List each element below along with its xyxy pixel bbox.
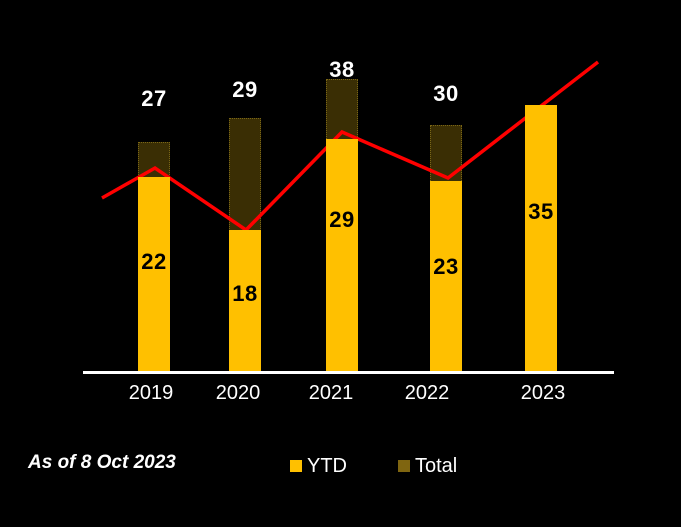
bar-ytd-2019	[138, 177, 170, 371]
bar-ytd-2020	[229, 230, 261, 371]
value-label-ytd-2021: 29	[329, 207, 355, 232]
x-axis-label-2019: 2019	[128, 382, 174, 404]
value-label-ytd-2022: 23	[433, 254, 459, 279]
value-label-ytd-2019: 22	[141, 249, 167, 274]
value-label-total-2019: 27	[141, 86, 167, 111]
footnote: As of 8 Oct 2023	[28, 452, 176, 473]
legend-swatch-total	[398, 460, 410, 472]
bar-ytd-2021	[326, 139, 358, 371]
value-label-total-2022: 30	[433, 81, 459, 106]
legend-item-total: Total	[398, 456, 457, 476]
legend-label-total: Total	[415, 455, 458, 477]
x-axis-label-2021: 2021	[308, 382, 354, 404]
x-axis-label-2022: 2022	[404, 382, 450, 404]
value-label-ytd-2020: 18	[232, 281, 258, 306]
value-label-total-2021: 38	[329, 57, 355, 82]
legend-label-ytd: YTD	[307, 455, 347, 477]
x-axis-line	[83, 371, 614, 374]
x-axis-label-2023: 2023	[520, 382, 566, 404]
bar-ytd-2023	[525, 105, 557, 371]
legend-swatch-ytd	[290, 460, 302, 472]
value-label-ytd-2023: 35	[528, 199, 554, 224]
value-label-total-2020: 29	[232, 77, 258, 102]
legend-item-ytd: YTD	[290, 456, 347, 476]
bar-ytd-2022	[430, 181, 462, 371]
x-axis-label-2020: 2020	[215, 382, 261, 404]
